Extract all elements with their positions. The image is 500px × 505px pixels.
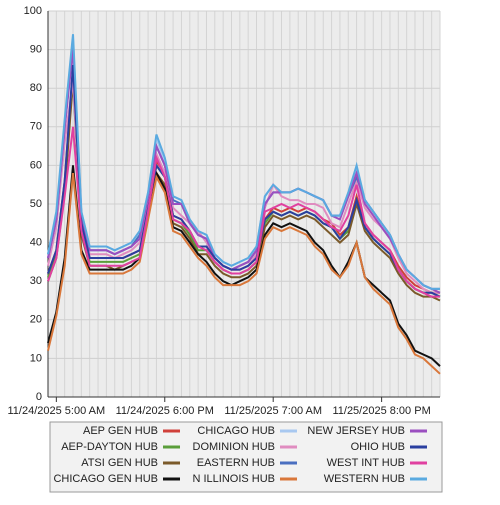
y-tick-label: 70 xyxy=(30,121,42,133)
legend-label: EASTERN HUB xyxy=(197,457,275,469)
series-line xyxy=(47,64,441,298)
x-tick-label: 11/24/2025 6:00 PM xyxy=(116,405,214,417)
y-tick-label: 40 xyxy=(30,237,42,249)
x-tick-label: 11/25/2025 7:00 AM xyxy=(224,405,322,417)
legend-label: WEST INT HUB xyxy=(327,457,405,469)
y-tick-label: 30 xyxy=(30,275,42,287)
y-tick-label: 10 xyxy=(30,352,42,364)
legend-label: WESTERN HUB xyxy=(324,473,405,485)
y-tick-label: 60 xyxy=(30,159,42,171)
series-line xyxy=(47,49,441,294)
x-tick-label: 11/25/2025 8:00 PM xyxy=(332,405,430,417)
y-tick-label: 20 xyxy=(30,314,42,326)
legend-label: DOMINION HUB xyxy=(193,441,276,453)
y-tick-label: 50 xyxy=(30,198,42,210)
y-tick-label: 100 xyxy=(24,5,42,17)
series-line xyxy=(47,165,441,367)
legend-box xyxy=(49,421,443,493)
y-tick-label: 90 xyxy=(30,44,42,56)
legend-label: CHICAGO HUB xyxy=(197,425,275,437)
legend-label: ATSI GEN HUB xyxy=(81,457,158,469)
y-tick-label: 0 xyxy=(36,391,42,403)
legend-label: NEW JERSEY HUB xyxy=(307,425,405,437)
y-tick-label: 80 xyxy=(30,82,42,94)
series-line xyxy=(47,126,440,298)
x-tick-label: 11/24/2025 5:00 AM xyxy=(8,405,106,417)
legend-label: OHIO HUB xyxy=(351,441,405,453)
legend-label: CHICAGO GEN HUB xyxy=(53,473,158,485)
legend-label: AEP-DAYTON HUB xyxy=(61,441,158,453)
legend-label: N ILLINOIS HUB xyxy=(192,473,275,485)
legend-label: AEP GEN HUB xyxy=(83,425,158,437)
series-line xyxy=(47,172,441,375)
series-line xyxy=(47,34,440,290)
